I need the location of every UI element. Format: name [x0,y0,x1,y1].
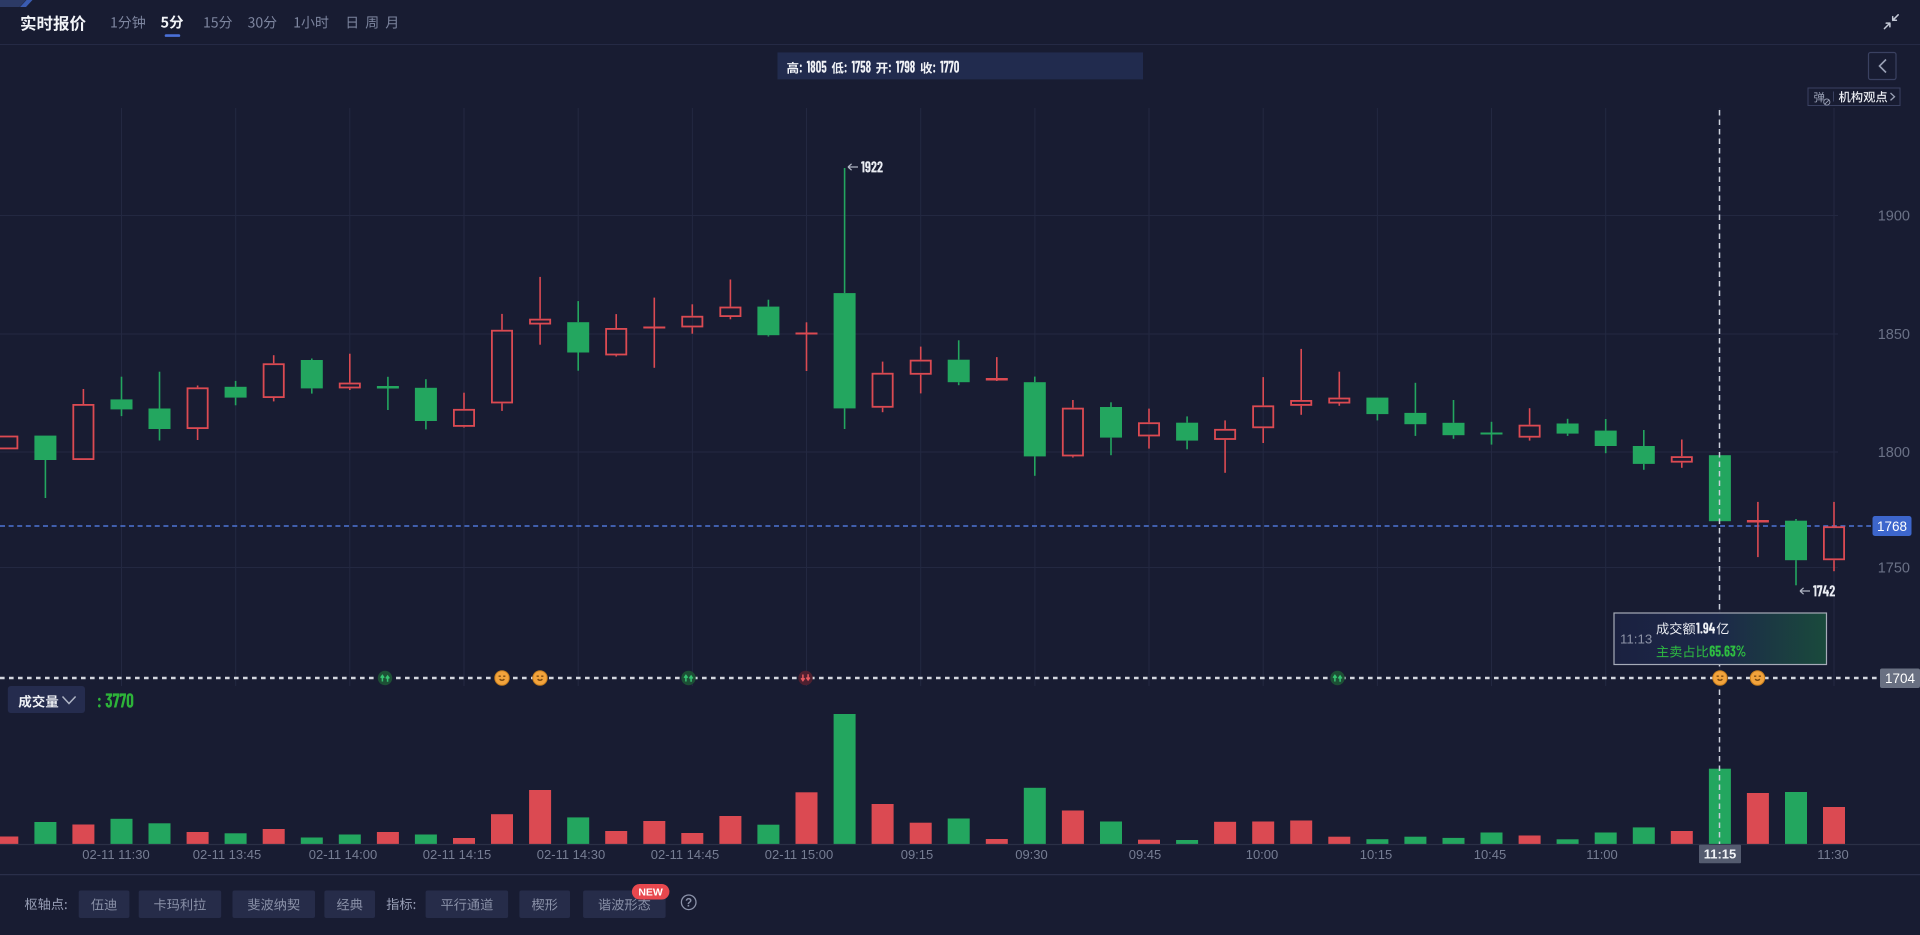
svg-text:11:30: 11:30 [1817,847,1849,862]
svg-text:02-11 11:30: 02-11 11:30 [82,847,149,862]
svg-text:1750: 1750 [1878,561,1910,577]
svg-text:1800: 1800 [1878,445,1910,461]
svg-text:02-11 15:00: 02-11 15:00 [765,847,833,862]
svg-text:02-11 13:45: 02-11 13:45 [193,847,261,862]
svg-text:02-11 14:15: 02-11 14:15 [423,847,491,862]
svg-text:02-11 14:30: 02-11 14:30 [537,847,605,862]
svg-text:09:15: 09:15 [901,847,934,862]
svg-text:11:15: 11:15 [1704,847,1737,862]
svg-text:11:00: 11:00 [1586,847,1618,862]
svg-text:11:13: 11:13 [1620,632,1652,647]
svg-text:?: ? [685,898,692,910]
svg-text:1900: 1900 [1878,209,1910,225]
svg-text:10:45: 10:45 [1474,847,1507,862]
svg-text:1704: 1704 [1885,671,1916,686]
svg-text:NEW: NEW [638,887,663,899]
svg-text:10:15: 10:15 [1360,847,1393,862]
svg-text:1850: 1850 [1878,327,1910,343]
svg-text:1768: 1768 [1877,519,1907,534]
svg-text:02-11 14:45: 02-11 14:45 [651,847,719,862]
svg-text:09:45: 09:45 [1129,847,1162,862]
svg-text:02-11 14:00: 02-11 14:00 [309,847,377,862]
svg-text:09:30: 09:30 [1015,847,1048,862]
svg-text:10:00: 10:00 [1246,847,1279,862]
